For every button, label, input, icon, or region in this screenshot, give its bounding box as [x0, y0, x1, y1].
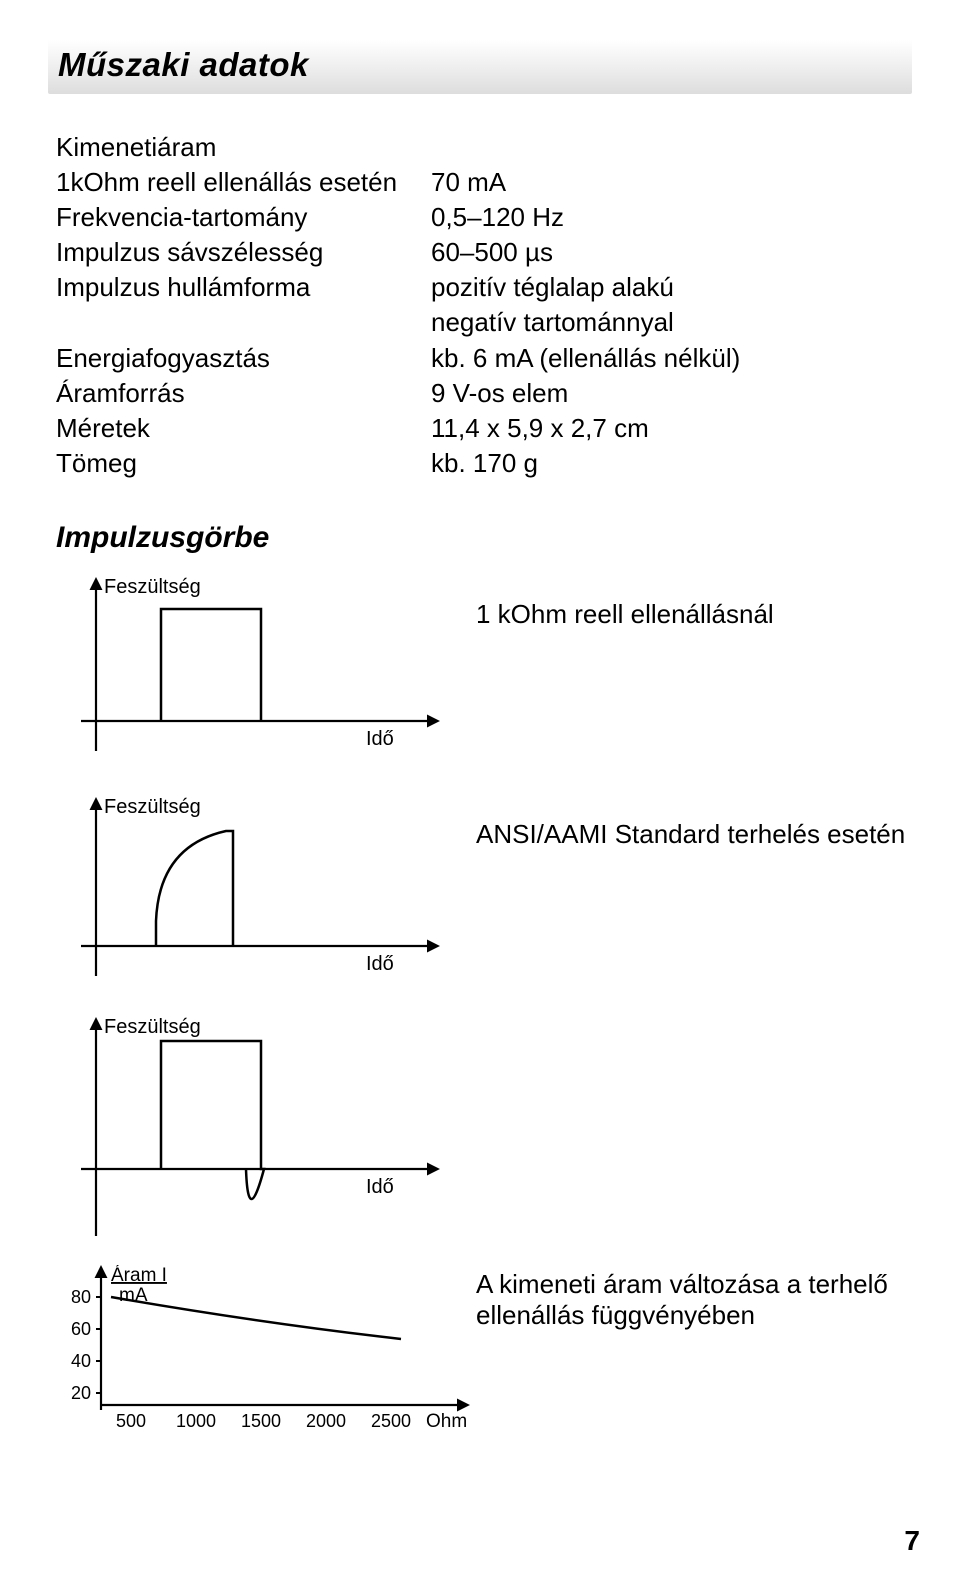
- chart4-xtick: 1000: [176, 1411, 216, 1431]
- specs-table: Kimenetiáram1kOhm reell ellenállás eseté…: [56, 130, 912, 481]
- chart3-shape: [161, 1041, 264, 1199]
- specs-label: Frekvencia-tartomány: [56, 200, 431, 235]
- specs-label: Impulzus sávszélesség: [56, 235, 431, 270]
- specs-row: Frekvencia-tartomány0,5–120 Hz: [56, 200, 912, 235]
- chart1-caption: 1 kOhm reell ellenállásnál: [476, 599, 774, 630]
- chart1-y-label: Feszültség: [104, 576, 201, 598]
- specs-value: pozitív téglalap alakú: [431, 270, 912, 305]
- specs-label: Méretek: [56, 411, 431, 446]
- pulse-chart-3: Feszültség Idő: [56, 1011, 912, 1261]
- specs-row: 1kOhm reell ellenállás esetén70 mA: [56, 165, 912, 200]
- specs-value: 9 V-os elem: [431, 376, 912, 411]
- chart4-y-unit: mA: [119, 1285, 148, 1306]
- title-bar: Műszaki adatok: [48, 40, 912, 94]
- specs-row: Kimenetiáram: [56, 130, 912, 165]
- chart4-y-label: Áram I: [111, 1265, 167, 1286]
- specs-row: Impulzus hullámformapozitív téglalap ala…: [56, 270, 912, 305]
- specs-value: kb. 6 mA (ellenállás nélkül): [431, 341, 912, 376]
- specs-label: Kimenetiáram: [56, 130, 431, 165]
- specs-row: Áramforrás9 V-os elem: [56, 376, 912, 411]
- specs-value: [431, 130, 912, 165]
- page-number: 7: [904, 1525, 920, 1557]
- chart4-ytick: 40: [71, 1351, 91, 1371]
- chart2-y-label: Feszültség: [104, 796, 201, 818]
- chart1-svg: Feszültség Idő: [56, 571, 456, 781]
- specs-label: Áramforrás: [56, 376, 431, 411]
- specs-row: Impulzus sávszélesség60–500 µs: [56, 235, 912, 270]
- specs-row: Tömegkb. 170 g: [56, 446, 912, 481]
- chart2-caption: ANSI/AAMI Standard terhelés esetén: [476, 819, 905, 850]
- page-title: Műszaki adatok: [58, 46, 902, 84]
- chart4-xtick: 1500: [241, 1411, 281, 1431]
- specs-label: Energiafogyasztás: [56, 341, 431, 376]
- charts-container: 1 kOhm reell ellenállásnál Feszültség Id…: [56, 571, 912, 1435]
- chart1-x-label: Idő: [366, 728, 394, 750]
- specs-label: Tömeg: [56, 446, 431, 481]
- specs-row: negatív tartománnyal: [56, 305, 912, 340]
- chart4-x-label: Ohm: [426, 1411, 467, 1432]
- specs-row: Méretek11,4 x 5,9 x 2,7 cm: [56, 411, 912, 446]
- chart4-xtick: 500: [116, 1411, 146, 1431]
- chart4-ytick: 20: [71, 1383, 91, 1403]
- chart3-y-label: Feszültség: [104, 1016, 201, 1038]
- chart2-x-label: Idő: [366, 953, 394, 975]
- specs-label: 1kOhm reell ellenállás esetén: [56, 165, 431, 200]
- section-title: Impulzusgörbe: [56, 521, 912, 555]
- specs-value: negatív tartománnyal: [431, 305, 912, 340]
- chart2-shape: [156, 831, 233, 946]
- chart4-xtick: 2000: [306, 1411, 346, 1431]
- specs-value: 11,4 x 5,9 x 2,7 cm: [431, 411, 912, 446]
- specs-label: Impulzus hullámforma: [56, 270, 431, 305]
- chart4-ytick: 60: [71, 1319, 91, 1339]
- current-vs-load-chart: A kimeneti áram változása a terhelő elle…: [56, 1265, 912, 1435]
- specs-row: Energiafogyasztáskb. 6 mA (ellenállás né…: [56, 341, 912, 376]
- specs-value: 60–500 µs: [431, 235, 912, 270]
- chart4-line: [111, 1297, 401, 1339]
- specs-value: 70 mA: [431, 165, 912, 200]
- specs-value: kb. 170 g: [431, 446, 912, 481]
- chart3-x-label: Idő: [366, 1176, 394, 1198]
- pulse-chart-2: ANSI/AAMI Standard terhelés esetén Feszü…: [56, 791, 912, 1001]
- chart4-caption: A kimeneti áram változása a terhelő elle…: [476, 1269, 888, 1331]
- chart1-shape: [161, 609, 261, 721]
- chart4-svg: Áram I mA Ohm 80 60 40 20 500 1000 1500 2000 25…: [56, 1265, 476, 1435]
- chart4-ytick: 80: [71, 1287, 91, 1307]
- chart4-xtick: 2500: [371, 1411, 411, 1431]
- chart3-svg: Feszültség Idő: [56, 1011, 456, 1261]
- chart2-svg: Feszültség Idő: [56, 791, 456, 1001]
- specs-label: [56, 305, 431, 340]
- specs-value: 0,5–120 Hz: [431, 200, 912, 235]
- pulse-chart-1: 1 kOhm reell ellenállásnál Feszültség Id…: [56, 571, 912, 781]
